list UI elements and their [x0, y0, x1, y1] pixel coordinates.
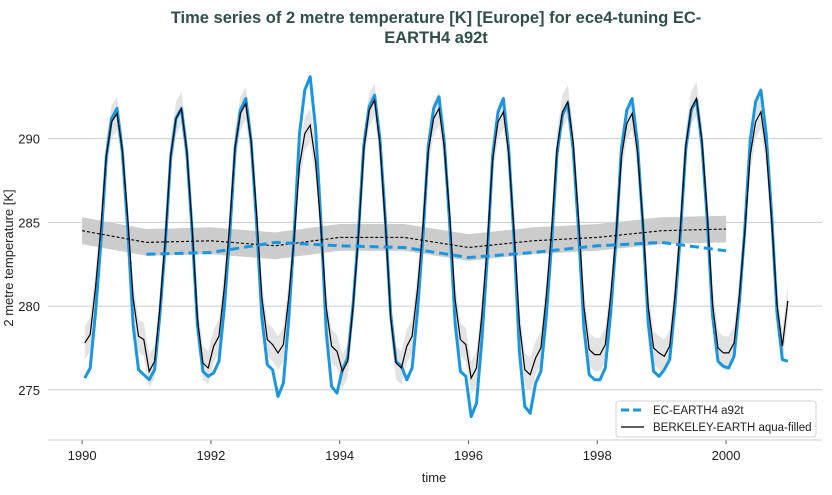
- x-tick-label: 2000: [712, 448, 741, 463]
- y-axis-label: 2 metre temperature [K]: [1, 189, 16, 326]
- obs-series-line: [84, 96, 789, 380]
- x-tick-label: 1994: [325, 448, 354, 463]
- legend-label-model: EC-EARTH4 a92t: [653, 405, 744, 417]
- x-tick-label: 1992: [196, 448, 225, 463]
- y-tick-label: 290: [18, 132, 40, 147]
- x-tick-label: 1996: [454, 448, 483, 463]
- y-tick-label: 275: [18, 383, 40, 398]
- x-axis-ticks: 1990 1992 1994 1996 1998 2000: [68, 440, 741, 463]
- x-tick-label: 1998: [583, 448, 612, 463]
- gridlines: [48, 138, 822, 391]
- model-series-line: [83, 75, 789, 419]
- legend-box: [615, 400, 817, 438]
- y-tick-label: 285: [18, 215, 40, 230]
- x-tick-label: 1990: [68, 448, 97, 463]
- y-axis-ticks: 275 280 285 290: [18, 132, 40, 398]
- legend: EC-EARTH4 a92t BERKELEY-EARTH aqua-fille…: [615, 400, 817, 438]
- x-axis-label: time: [422, 470, 447, 485]
- legend-label-obs: BERKELEY-EARTH aqua-filled: [653, 422, 812, 434]
- plot-area: [82, 75, 789, 419]
- chart-title-line-1: Time series of 2 metre temperature [K] […: [171, 9, 702, 27]
- chart-title-line-2: EARTH4 a92t: [384, 29, 488, 47]
- y-tick-label: 280: [18, 299, 40, 314]
